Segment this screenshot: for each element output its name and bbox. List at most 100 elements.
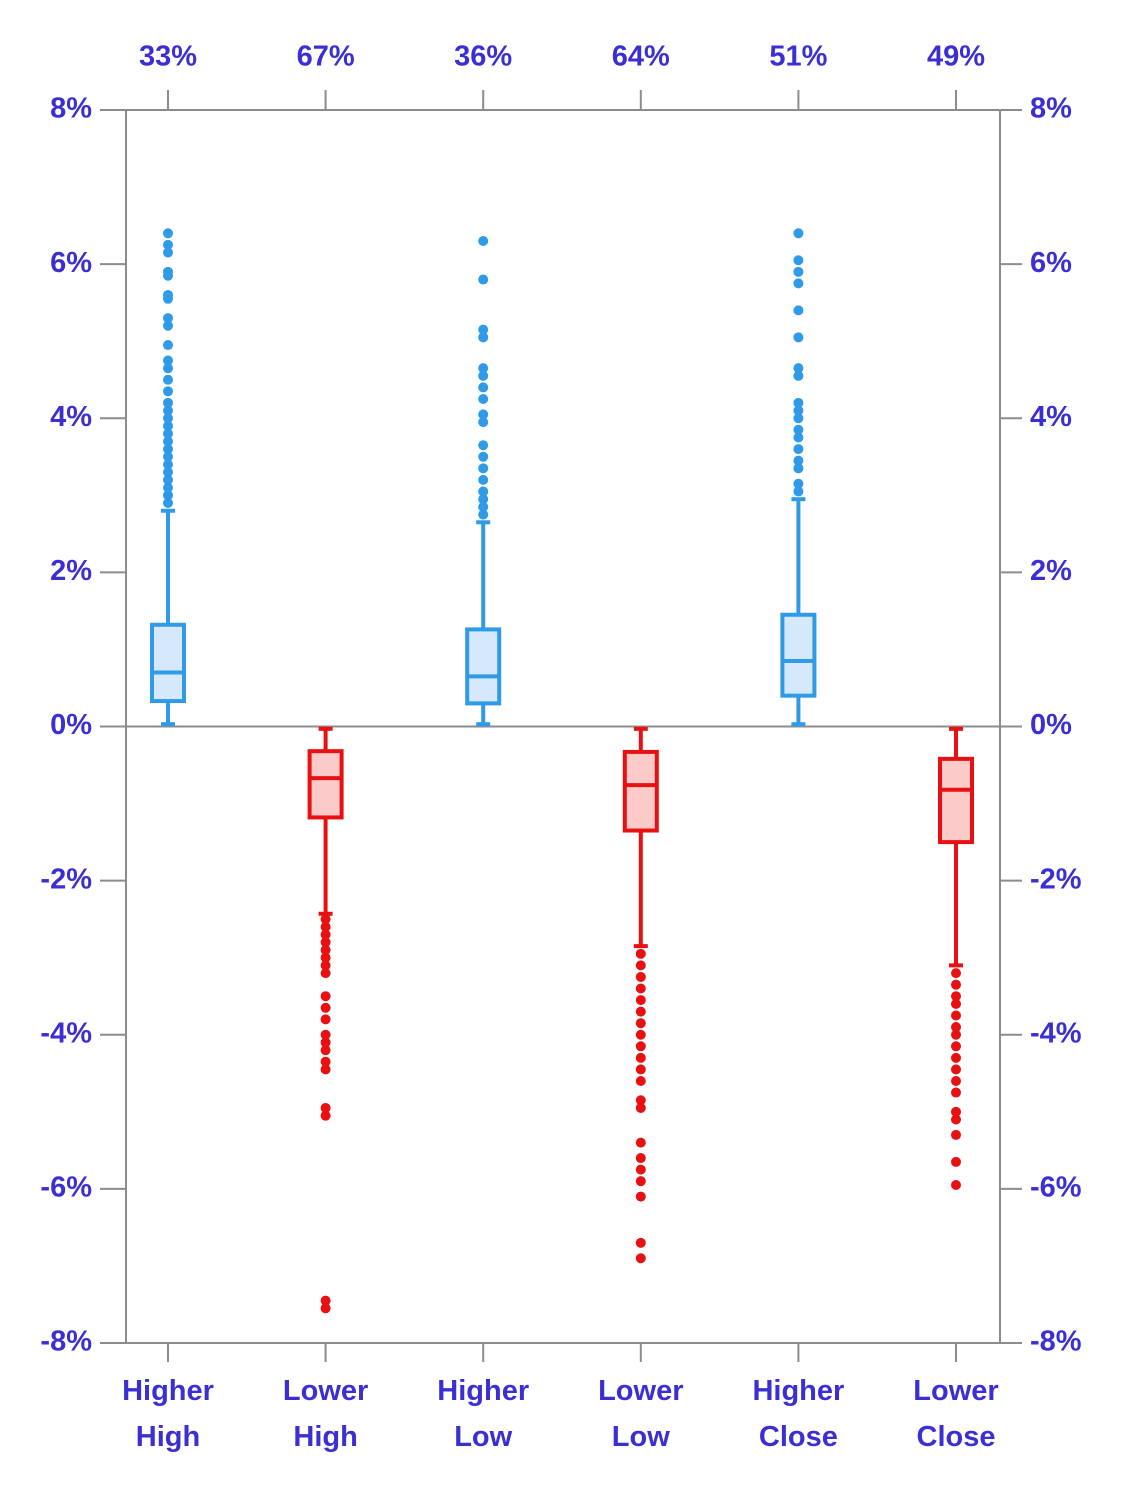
outlier [163,405,173,416]
outlier [793,370,804,381]
outlier [951,1156,961,1167]
outlier [951,968,961,979]
outlier [951,1022,961,1033]
outlier [163,436,173,447]
outlier [320,921,331,932]
y2-tick-label: 6% [1030,247,1072,279]
outlier [320,968,331,979]
outlier [163,459,173,470]
y-tick-label: 6% [50,247,92,279]
outlier [793,278,804,289]
outlier [635,1029,646,1040]
outlier [320,1014,331,1025]
top-label: 51% [769,41,827,73]
outlier [163,386,173,397]
y-tick-label: 2% [50,555,92,587]
top-label: 64% [612,41,670,73]
y2-tick-label: -6% [1030,1172,1082,1204]
outlier [478,501,489,512]
outlier [320,952,331,963]
y-tick-label: -8% [40,1326,92,1358]
outlier [635,948,646,959]
x-tick-label: Higher Close [752,1375,845,1453]
outlier [635,1075,646,1086]
outlier [163,467,173,478]
top-label: 49% [927,41,985,73]
y2-tick-label: 4% [1030,401,1072,433]
outlier [635,995,646,1006]
outlier [478,463,489,474]
outlier [793,363,804,374]
outlier [793,455,804,466]
outlier [478,370,489,381]
outlier [793,228,804,239]
outlier [478,382,489,393]
outlier [163,420,173,431]
box [622,749,659,833]
outlier [793,305,804,316]
outlier [320,1102,331,1113]
box [307,749,344,820]
outlier [793,266,804,277]
outlier [793,405,804,416]
outlier [635,1253,646,1264]
outlier [163,247,173,258]
y2-tick-label: 8% [1030,93,1072,125]
outlier [163,482,173,493]
x-tick-label: Lower Low [598,1375,684,1453]
y-tick-label: 0% [50,709,92,741]
outlier [320,1295,331,1306]
outlier [163,498,173,509]
outlier [635,1153,646,1164]
outlier [635,1176,646,1187]
outlier [478,494,489,505]
outlier [635,1041,646,1052]
outlier [635,1137,646,1148]
outlier [793,255,804,266]
outlier [635,1102,646,1113]
outlier [635,1052,646,1063]
x-tick-label: Higher Low [437,1375,530,1453]
outlier [951,1087,961,1098]
outlier [478,409,489,420]
outlier [478,332,489,343]
outlier [951,991,961,1002]
y-tick-label: 8% [50,93,92,125]
outlier [163,444,173,455]
outlier [635,1064,646,1075]
y2-tick-label: 2% [1030,555,1072,587]
outlier [163,228,173,239]
y2-tick-label: -4% [1030,1017,1082,1049]
top-label: 67% [297,41,355,73]
outlier [320,1064,331,1075]
outlier [478,393,489,404]
outlier [163,397,173,408]
outlier [951,1075,961,1086]
outlier [163,355,173,366]
outlier [163,363,173,374]
outlier [478,236,489,247]
box [150,622,186,704]
outlier [793,444,804,455]
outlier [951,1180,961,1191]
y2-tick-label: -2% [1030,863,1082,895]
outlier [320,1110,331,1121]
outlier [951,1129,961,1140]
outlier [478,363,489,374]
outlier [635,983,646,994]
outlier [163,266,173,277]
outlier [320,1002,331,1013]
x-tick-label: Lower High [282,1375,369,1453]
outlier [635,1006,646,1017]
outlier [951,1010,961,1021]
outlier [951,1052,961,1063]
outlier [635,1164,646,1175]
outlier [163,451,173,462]
outlier [320,1303,331,1314]
top-label: 36% [454,41,512,73]
outlier [320,1045,331,1056]
outlier [163,413,173,424]
outlier [951,979,961,990]
y-tick-label: 4% [50,401,92,433]
